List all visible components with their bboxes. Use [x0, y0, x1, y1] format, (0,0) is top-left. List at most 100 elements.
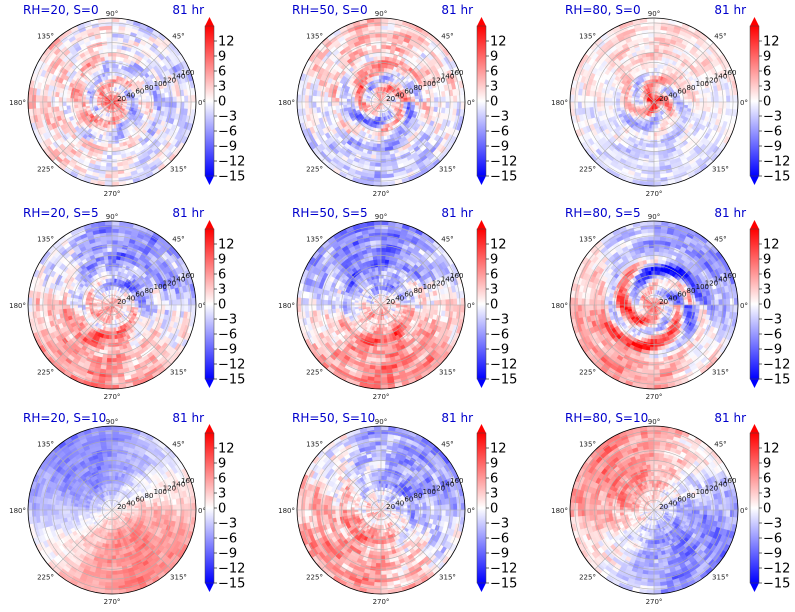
- heatmap-cell: [627, 99, 632, 103]
- heatmap-cell: [653, 166, 661, 171]
- colorbar-tick-label: −12: [763, 155, 790, 170]
- heatmap-cell: [161, 101, 166, 107]
- heatmap-cell: [65, 101, 71, 107]
- heatmap-cell: [653, 63, 658, 68]
- heatmap-cell: [441, 96, 447, 103]
- heatmap-cell: [111, 21, 120, 27]
- heatmap-cell: [653, 33, 661, 38]
- polar-grid: [28, 18, 196, 186]
- colorbar-gradient: [477, 26, 486, 176]
- heatmap-cell: [456, 101, 462, 110]
- heatmap-cell: [611, 101, 617, 106]
- heatmap-cell: [376, 151, 382, 156]
- radial-tick-label: 40: [395, 91, 404, 99]
- heatmap-cell: [657, 59, 662, 65]
- heatmap-cell: [611, 98, 617, 103]
- heatmap-cell: [688, 101, 693, 106]
- heatmap-cell: [378, 124, 382, 129]
- heatmap-cell: [104, 177, 113, 183]
- heatmap-cell: [383, 63, 388, 69]
- heatmap-cell: [111, 166, 119, 171]
- heatmap-cell: [648, 36, 655, 42]
- polar-grid: [570, 18, 738, 186]
- colorbar-tick-label: 6: [490, 65, 498, 80]
- heatmap-cell: [588, 101, 594, 108]
- heatmap-cell: [327, 97, 332, 103]
- heatmap-cell: [327, 101, 332, 107]
- heatmap-cell: [615, 95, 621, 100]
- radial-tick-label: 20: [659, 95, 668, 103]
- heatmap-cell: [108, 63, 113, 68]
- colorbar-extend-min: [477, 176, 486, 185]
- colorbar-extend-max: [750, 17, 759, 26]
- heatmap-cell: [73, 98, 78, 103]
- heatmap-cell: [650, 132, 655, 137]
- heatmap-cell: [111, 177, 120, 183]
- heatmap-cell: [111, 136, 116, 141]
- heatmap-cell: [376, 55, 382, 61]
- heatmap-cell: [380, 162, 387, 168]
- heatmap-cell: [300, 94, 306, 103]
- heatmap-cell: [142, 101, 147, 106]
- colorbar-tick-label: −15: [218, 170, 245, 185]
- heatmap-cell: [161, 97, 166, 103]
- heatmap-cell: [645, 143, 651, 148]
- colorbar-extend-min: [205, 176, 214, 185]
- panel-title: RH=20, S=0: [23, 3, 99, 17]
- angular-tick-label: 45°: [441, 33, 453, 41]
- heatmap-cell: [373, 177, 382, 183]
- heatmap-cell: [107, 55, 113, 61]
- angular-tick-label: 270°: [104, 190, 121, 198]
- heatmap-cell: [380, 174, 388, 179]
- heatmap-cell: [714, 101, 720, 108]
- heatmap-cell: [104, 139, 109, 145]
- heatmap-cell: [300, 101, 306, 110]
- angular-tick-label: 45°: [714, 33, 726, 41]
- heatmap-cell: [35, 95, 40, 103]
- heatmap-cell: [378, 128, 382, 133]
- colorbar-tick-label: −9: [490, 140, 509, 155]
- heatmap-cell: [653, 59, 658, 65]
- heatmap-cell: [380, 155, 387, 160]
- heatmap-cell: [111, 162, 118, 168]
- heatmap-cell: [380, 139, 385, 145]
- radial-tick-label: 40: [126, 91, 135, 99]
- heatmap-cell: [653, 151, 659, 156]
- heatmap-cell: [648, 162, 655, 168]
- heatmap-cell: [172, 96, 178, 103]
- heatmap-cell: [312, 95, 317, 103]
- heatmap-cell: [691, 101, 697, 106]
- heatmap-cell: [441, 101, 447, 108]
- heatmap-cell: [656, 67, 661, 73]
- heatmap-cell: [676, 101, 681, 105]
- heatmap-cell: [415, 98, 420, 103]
- colorbar-tick-label: −6: [218, 125, 237, 140]
- heatmap-cell: [176, 101, 181, 109]
- heatmap-cell: [377, 139, 382, 145]
- colorbar-tick-label: 3: [490, 80, 498, 95]
- heatmap-cell: [380, 75, 384, 80]
- heatmap-cell: [374, 166, 382, 171]
- heatmap-cell: [107, 143, 113, 149]
- heatmap-cell: [323, 96, 328, 103]
- colorbar-gradient: [205, 26, 214, 176]
- heatmap-cell: [334, 101, 340, 107]
- heatmap-cell: [600, 97, 605, 103]
- heatmap-cell: [304, 95, 309, 103]
- heatmap-cell: [342, 98, 347, 103]
- colorbar-tick-label: 12: [763, 35, 780, 50]
- heatmap-cell: [653, 155, 660, 160]
- heatmap-cell: [430, 97, 435, 103]
- heatmap-cell: [145, 104, 151, 109]
- heatmap-cell: [430, 101, 435, 107]
- heatmap-cell: [111, 67, 116, 72]
- heatmap-cell: [109, 128, 113, 133]
- heatmap-cell: [414, 104, 420, 109]
- colorbar-tick-label: 0: [490, 95, 498, 110]
- heatmap-cell: [656, 63, 661, 69]
- heatmap-cell: [46, 96, 52, 103]
- heatmap-cell: [304, 101, 309, 109]
- angular-tick-label: 270°: [373, 190, 390, 198]
- angular-tick-label: 90°: [375, 10, 387, 18]
